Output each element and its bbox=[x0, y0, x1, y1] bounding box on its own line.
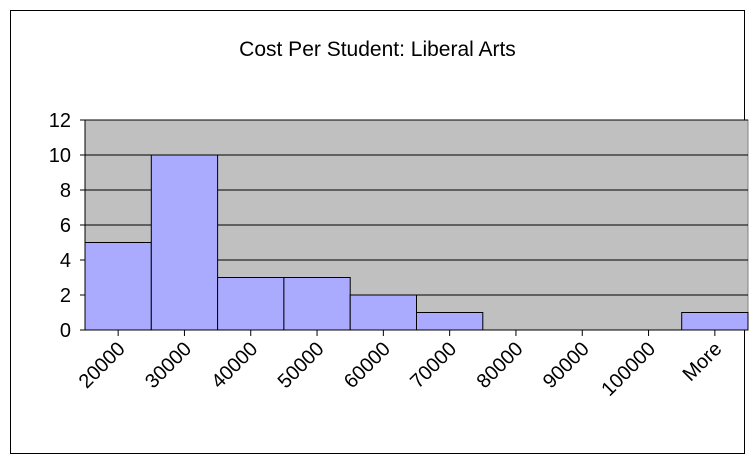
bar bbox=[284, 278, 350, 331]
bar bbox=[218, 278, 284, 331]
x-tick-label: 70000 bbox=[406, 338, 461, 393]
x-tick-label: 30000 bbox=[141, 338, 196, 393]
x-tick-label: 60000 bbox=[340, 338, 395, 393]
y-tick-label: 8 bbox=[60, 180, 71, 202]
bar bbox=[85, 243, 151, 331]
y-tick-label: 6 bbox=[60, 215, 71, 237]
y-tick-label: 4 bbox=[60, 250, 71, 272]
x-tick-label: 20000 bbox=[75, 338, 130, 393]
x-tick-label: 90000 bbox=[539, 338, 594, 393]
y-tick-label: 2 bbox=[60, 285, 71, 307]
x-tick-label: 40000 bbox=[207, 338, 262, 393]
y-tick-label: 0 bbox=[60, 320, 71, 342]
x-tick-label: 80000 bbox=[473, 338, 528, 393]
bar bbox=[151, 155, 217, 330]
bar bbox=[682, 313, 748, 331]
bar bbox=[350, 295, 416, 330]
bar bbox=[417, 313, 483, 331]
x-tick-label: 100000 bbox=[597, 338, 660, 401]
x-tick-label: 50000 bbox=[274, 338, 329, 393]
y-tick-label: 10 bbox=[49, 145, 71, 167]
x-tick-label: More bbox=[679, 338, 727, 386]
y-tick-label: 12 bbox=[49, 110, 71, 132]
